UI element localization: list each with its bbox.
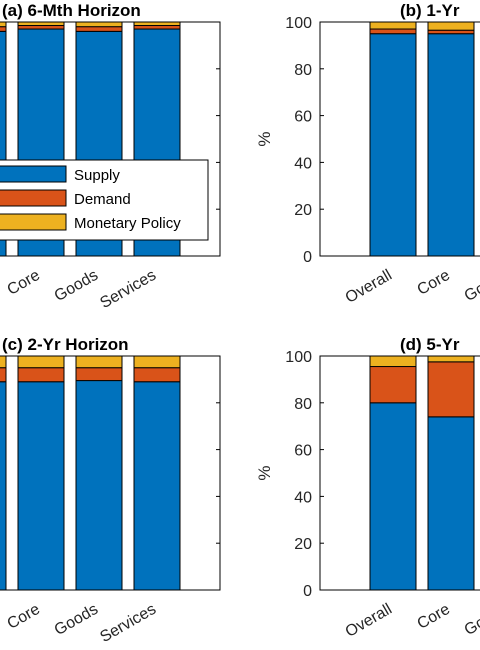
bar-segment-demand-goods [75, 367, 123, 382]
legend-swatch [0, 213, 67, 231]
bar-segment-monetary-policy-core [17, 21, 65, 27]
bar-segment-demand-core [427, 29, 475, 35]
y-axis-label: % [255, 131, 274, 146]
x-tick-label: Core [414, 267, 453, 299]
x-tick-label: Core [4, 601, 43, 633]
axes-box [0, 355, 221, 591]
legend-swatch [0, 189, 67, 207]
y-tick-label: 100 [285, 349, 312, 366]
x-tick-label: Goods [462, 601, 480, 639]
bar-segment-supply-goods [75, 380, 123, 591]
bar-segment-demand-overall [0, 367, 7, 383]
x-tick-label: Services [97, 267, 159, 312]
axes-box [0, 21, 221, 257]
y-tick-label: 20 [294, 202, 312, 219]
y-tick-label: 60 [294, 109, 312, 126]
bar-segment-demand-overall [369, 28, 417, 35]
y-tick-label: 40 [294, 489, 312, 506]
bar-segment-supply-overall [369, 33, 417, 257]
panel-title: (c) 2-Yr Horizon [2, 335, 129, 354]
bar-segment-monetary-policy-core [427, 355, 475, 363]
bar-segment-supply-services [133, 381, 181, 591]
bar-segment-demand-overall [0, 26, 7, 32]
bar-segment-monetary-policy-goods [75, 21, 123, 28]
bar-segment-demand-services [133, 25, 181, 30]
bar-segment-supply-overall [0, 381, 7, 591]
bar-segment-demand-goods [75, 26, 123, 32]
x-tick-label: Goods [52, 601, 101, 639]
bar-segment-supply-overall [369, 402, 417, 591]
axes-box [319, 355, 480, 591]
bar-segment-demand-core [17, 367, 65, 383]
panel-c: (c) 2-Yr HorizonOverallCoreGoodsServices [0, 335, 221, 646]
bar-segment-demand-services [133, 367, 181, 383]
panel-d: (d) 5-YrOverallCoreGoodsServices02040608… [255, 335, 480, 641]
bar-segment-demand-overall [369, 366, 417, 404]
legend-label: Supply [74, 167, 120, 184]
bar-segment-supply-overall [0, 30, 7, 257]
y-tick-label: 0 [303, 249, 312, 266]
x-tick-label: Goods [52, 267, 101, 305]
legend-swatch [0, 165, 67, 183]
bar-segment-supply-core [427, 416, 475, 591]
bar-segment-monetary-policy-core [17, 355, 65, 369]
bar-segment-supply-core [427, 33, 475, 257]
x-tick-label: Core [414, 601, 453, 633]
y-tick-label: 40 [294, 155, 312, 172]
legend: Supply Demand Monetary Policy [0, 159, 209, 241]
panel-title: (a) 6-Mth Horizon [2, 1, 141, 20]
y-axis-label: % [255, 465, 274, 480]
x-tick-label: Core [4, 267, 43, 299]
bar-segment-monetary-policy-overall [0, 355, 7, 369]
bar-segment-monetary-policy-overall [0, 21, 7, 28]
axes-box [319, 21, 480, 257]
bar-segment-monetary-policy-goods [75, 355, 123, 369]
y-tick-label: 80 [294, 62, 312, 79]
panel-title: (d) 5-Yr [400, 335, 460, 354]
y-tick-label: 100 [285, 15, 312, 32]
legend-label: Monetary Policy [74, 215, 181, 232]
x-tick-label: Overall [343, 601, 395, 641]
bar-segment-monetary-policy-services [133, 355, 181, 369]
bar-segment-monetary-policy-overall [369, 21, 417, 30]
x-tick-label: Overall [343, 267, 395, 307]
panel-a: (a) 6-Mth HorizonOverallCoreGoodsService… [0, 1, 221, 312]
bar-segment-demand-core [17, 25, 65, 30]
x-tick-label: Goods [462, 267, 480, 305]
bar-segment-monetary-policy-services [133, 21, 181, 27]
y-tick-label: 0 [303, 583, 312, 600]
bar-segment-monetary-policy-core [427, 21, 475, 31]
panel-b: (b) 1-YrOverallCoreGoodsServices02040608… [255, 1, 480, 307]
y-tick-label: 80 [294, 396, 312, 413]
y-tick-label: 20 [294, 536, 312, 553]
bar-segment-demand-core [427, 361, 475, 418]
x-tick-label: Services [97, 601, 159, 646]
panel-title: (b) 1-Yr [400, 1, 460, 20]
legend-label: Demand [74, 191, 131, 208]
bar-segment-supply-core [17, 381, 65, 591]
bar-segment-monetary-policy-overall [369, 355, 417, 368]
y-tick-label: 60 [294, 443, 312, 460]
